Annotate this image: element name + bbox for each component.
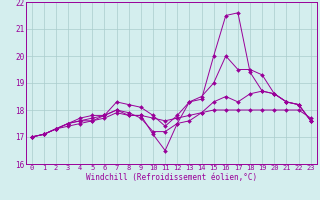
X-axis label: Windchill (Refroidissement éolien,°C): Windchill (Refroidissement éolien,°C)	[86, 173, 257, 182]
